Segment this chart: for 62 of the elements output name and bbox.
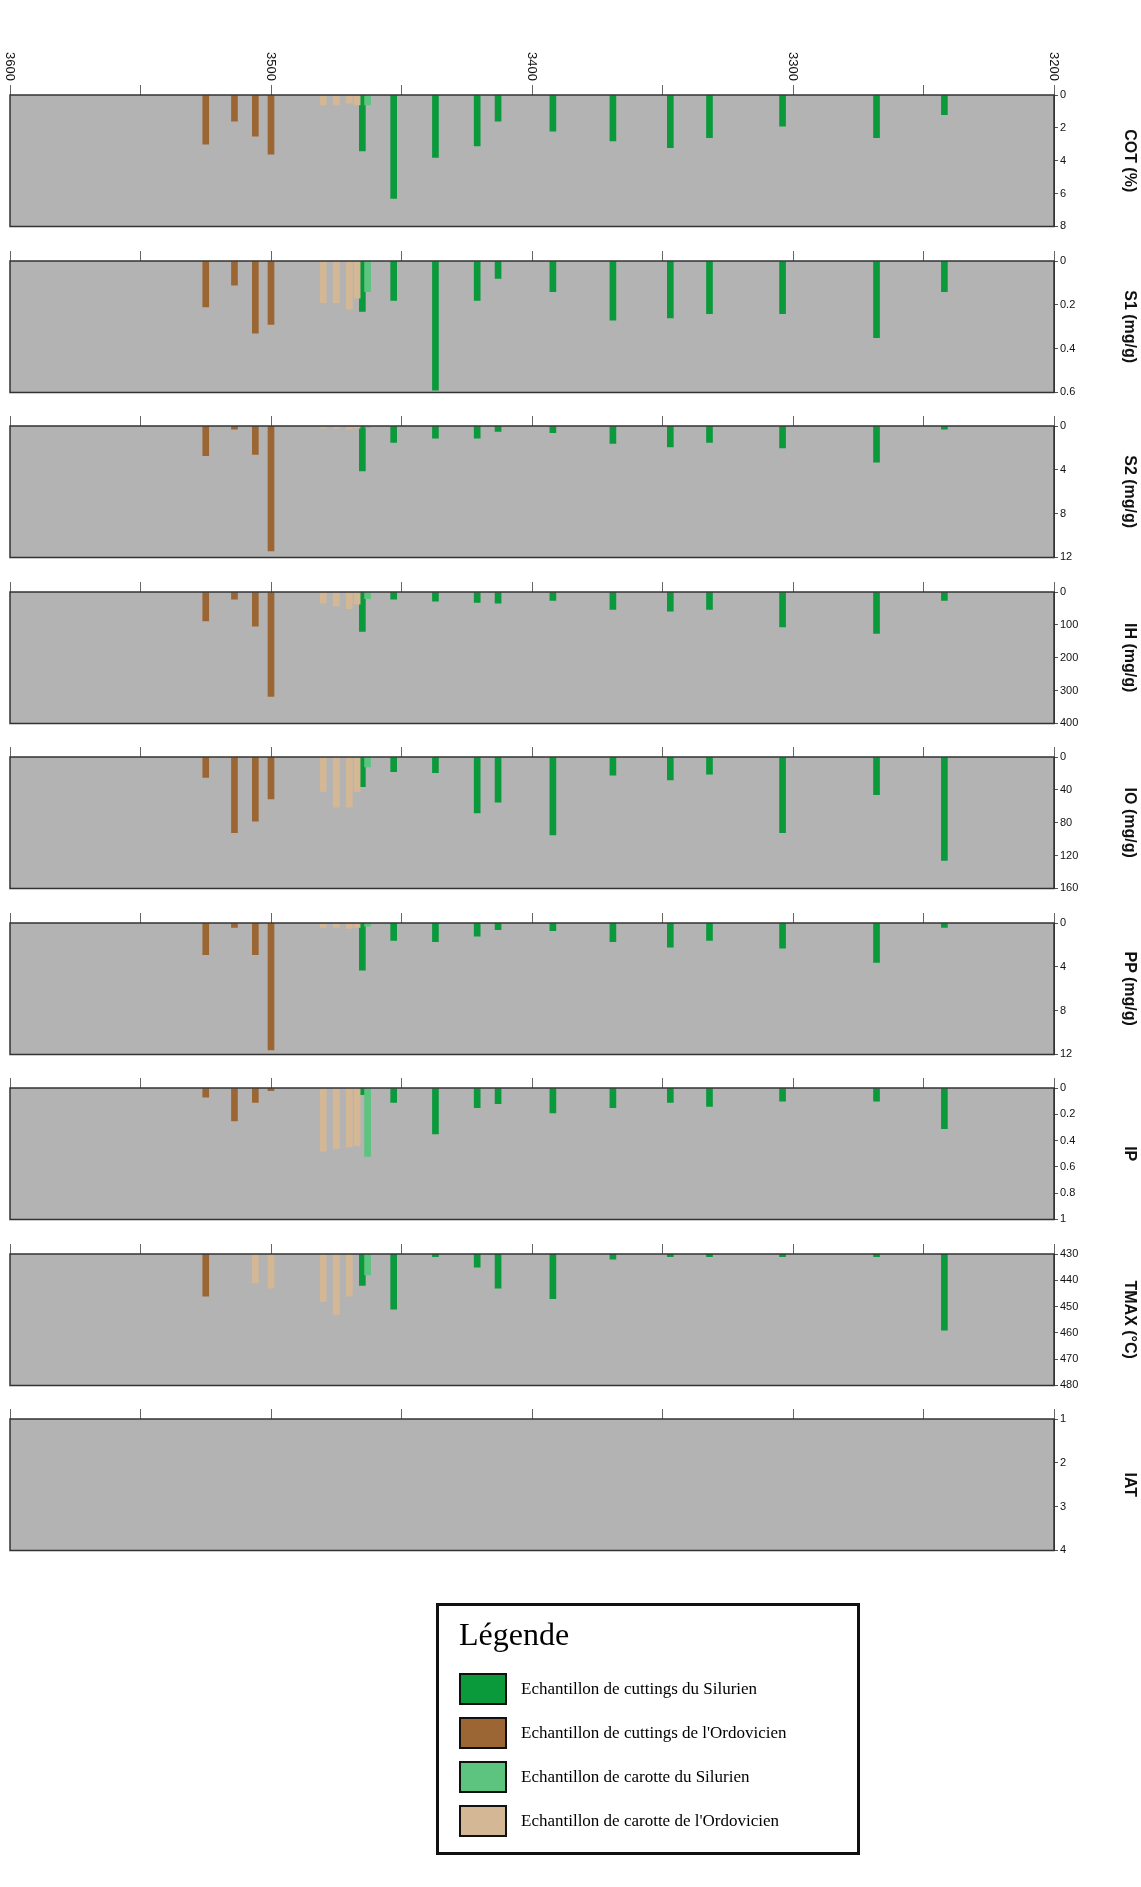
y-tick-label: 4 [1060, 959, 1067, 972]
x-tick-label: 3500 [264, 52, 280, 81]
y-tick-label: 100 [1060, 617, 1079, 630]
legend-title: Légende [458, 1615, 571, 1654]
y-tick-label: 0.2 [1060, 297, 1076, 310]
y-tick-label: 0.6 [1060, 1159, 1076, 1172]
y-tick-label: 120 [1060, 848, 1079, 861]
y-tick-label: 8 [1060, 219, 1067, 232]
y-tick-label: 480 [1060, 1378, 1079, 1391]
y-tick-label: 460 [1060, 1325, 1079, 1338]
legend-label: Echantillon de cuttings de l'Ordovicien [521, 1723, 787, 1743]
y-tick-label: 2 [1060, 120, 1067, 133]
y-axis-title: PP (mg/g) [1121, 951, 1139, 1026]
y-tick-label: 200 [1060, 650, 1079, 663]
y-tick-label: 6 [1060, 186, 1067, 199]
y-tick-label: 0 [1060, 750, 1067, 763]
y-axis-title: IAT [1121, 1472, 1139, 1498]
x-tick-label: 3300 [786, 52, 802, 81]
y-axis-title: S1 (mg/g) [1121, 290, 1139, 364]
y-tick-label: 0.4 [1060, 341, 1076, 354]
y-axis-title: IO (mg/g) [1121, 787, 1139, 858]
y-tick-label: 0 [1060, 254, 1067, 267]
y-tick-label: 0.8 [1060, 1186, 1076, 1199]
y-tick-label: 0 [1060, 1081, 1067, 1094]
legend-label: Echantillon de carotte du Silurien [521, 1767, 750, 1787]
y-tick-label: 40 [1060, 782, 1073, 795]
y-tick-label: 160 [1060, 881, 1079, 894]
y-tick-label: 0.6 [1060, 385, 1076, 398]
x-tick-label: 3200 [1047, 52, 1063, 81]
y-tick-label: 4 [1060, 1543, 1067, 1556]
y-tick-label: 12 [1060, 1047, 1073, 1060]
legend-label: Echantillon de carotte de l'Ordovicien [521, 1811, 779, 1831]
y-tick-label: 0.2 [1060, 1107, 1076, 1120]
y-tick-label: 4 [1060, 462, 1067, 475]
y-axis-title: IH (mg/g) [1121, 623, 1139, 693]
y-tick-label: 470 [1060, 1352, 1079, 1365]
y-tick-label: 400 [1060, 716, 1079, 729]
y-tick-label: 8 [1060, 506, 1067, 519]
y-axis-title: COT (%) [1121, 129, 1139, 193]
y-axis-title: S2 (mg/g) [1121, 455, 1139, 529]
y-tick-label: 0 [1060, 916, 1067, 929]
y-tick-label: 440 [1060, 1273, 1079, 1286]
y-tick-label: 8 [1060, 1003, 1067, 1016]
y-tick-label: 1 [1060, 1412, 1067, 1425]
y-tick-label: 430 [1060, 1247, 1079, 1260]
y-tick-label: 450 [1060, 1299, 1079, 1312]
legend-label: Echantillon de cuttings du Silurien [521, 1679, 758, 1699]
y-tick-label: 12 [1060, 550, 1073, 563]
y-tick-label: 80 [1060, 815, 1073, 828]
x-tick-label: 3600 [3, 52, 19, 81]
y-axis-title: IP [1121, 1146, 1139, 1162]
y-tick-label: 1 [1060, 1212, 1067, 1225]
y-tick-label: 3 [1060, 1499, 1067, 1512]
x-tick-label: 3400 [525, 52, 541, 81]
y-tick-label: 0.4 [1060, 1133, 1076, 1146]
y-axis-title: TMAX (°C) [1121, 1280, 1139, 1359]
y-tick-label: 0 [1060, 585, 1067, 598]
y-tick-label: 2 [1060, 1455, 1067, 1468]
y-tick-label: 0 [1060, 88, 1067, 101]
y-tick-label: 0 [1060, 419, 1067, 432]
y-tick-label: 4 [1060, 153, 1067, 166]
y-tick-label: 300 [1060, 683, 1079, 696]
